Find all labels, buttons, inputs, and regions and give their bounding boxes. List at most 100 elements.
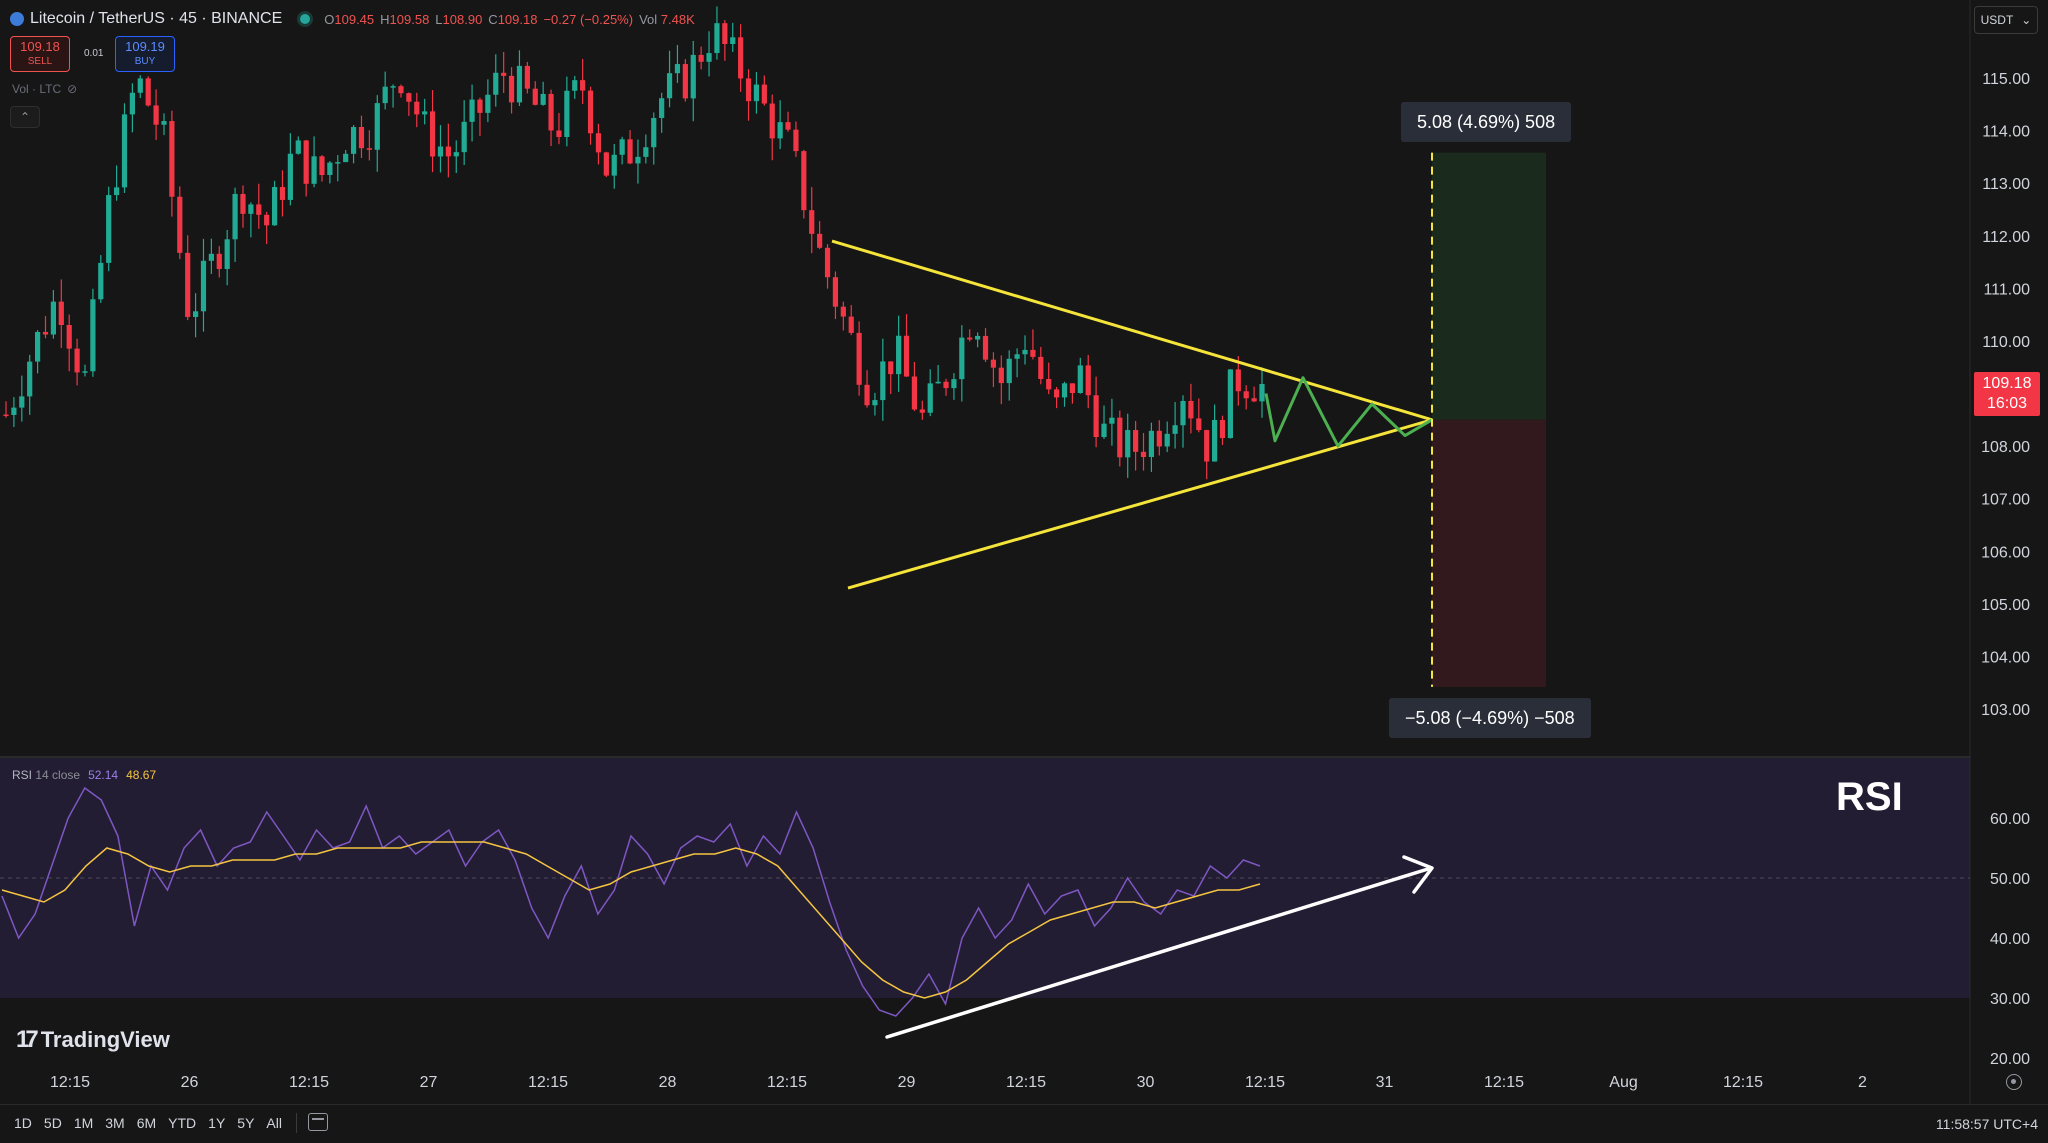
candle-body <box>508 75 515 103</box>
candle-body <box>872 400 878 406</box>
candle-body <box>935 381 941 384</box>
range-6m[interactable]: 6M <box>136 1115 157 1131</box>
candle-body <box>745 78 752 102</box>
candle-body <box>82 371 88 373</box>
price-tick-label: 104.00 <box>1981 649 2030 666</box>
candle-body <box>1109 417 1115 424</box>
candle-body <box>1251 398 1257 402</box>
upper-trendline <box>831 239 1433 422</box>
candle-body <box>161 121 167 125</box>
chart-canvas[interactable]: 115.00 114.00 113.00 112.00 111.00 110.00 108.… <box>0 0 2048 1104</box>
candle-body <box>1117 417 1123 458</box>
toolbar-divider <box>296 1113 297 1133</box>
range-3m[interactable]: 3M <box>105 1115 125 1131</box>
time-tick-label: Aug <box>1609 1074 1637 1091</box>
candle-body <box>824 247 831 278</box>
axis-settings-icon[interactable] <box>2006 1074 2022 1090</box>
clock[interactable]: 11:58:57 UTC+4 <box>1935 1116 2038 1132</box>
candle-body <box>287 153 293 200</box>
goto-date-icon[interactable] <box>308 1113 328 1131</box>
candle-body <box>556 130 562 137</box>
candle-body <box>690 54 696 99</box>
rsi-tick-label: 30.00 <box>1990 991 2030 1008</box>
range-1m[interactable]: 1M <box>73 1115 94 1131</box>
eye-hidden-icon[interactable]: ⊘ <box>67 82 78 96</box>
candle-body <box>753 84 760 102</box>
candle-body <box>129 92 135 115</box>
range-ytd[interactable]: YTD <box>168 1115 197 1131</box>
candle-body <box>343 153 349 163</box>
candle-body <box>817 233 823 248</box>
candle-body <box>643 147 649 157</box>
chevron-down-icon: ⌄ <box>2021 13 2032 27</box>
rsi-params: 14 close <box>35 768 81 782</box>
candle-body <box>1140 451 1147 458</box>
range-1y[interactable]: 1Y <box>208 1115 226 1131</box>
range-1d[interactable]: 1D <box>14 1115 32 1131</box>
candle-body <box>651 117 657 148</box>
close-value: 109.18 <box>497 11 538 27</box>
candle-body <box>1014 354 1020 359</box>
sell-label: SELL <box>27 56 53 67</box>
time-tick-label: 27 <box>420 1074 438 1091</box>
tradingview-logo[interactable]: 17 TradingView <box>16 1026 170 1054</box>
candle-body <box>1054 389 1060 398</box>
candle-body <box>153 105 159 125</box>
candle-body <box>429 111 436 157</box>
range-5y[interactable]: 5Y <box>237 1115 255 1131</box>
time-tick-label: 28 <box>659 1074 677 1091</box>
chart-header: Litecoin / TetherUS · 45 · BINANCE O109.… <box>10 8 695 30</box>
candle-body <box>896 335 902 375</box>
candle-body <box>927 383 933 413</box>
candle-body <box>919 409 925 413</box>
candle-body <box>801 151 807 211</box>
open-value: 109.45 <box>334 11 375 27</box>
candle-body <box>832 277 839 307</box>
candle-body <box>1180 400 1186 426</box>
candle-body <box>1085 365 1091 396</box>
candle-body <box>445 146 451 157</box>
rsi-tick-label: 60.00 <box>1990 811 2030 828</box>
candle-body <box>366 148 372 150</box>
price-tick-label: 108.00 <box>1981 439 2030 456</box>
candle-body <box>793 129 799 152</box>
currency-selector[interactable]: USDT ⌄ <box>1974 6 2038 34</box>
candle-body <box>1101 423 1107 438</box>
rsi-tick-label: 40.00 <box>1990 931 2030 948</box>
price-tick-label: 106.00 <box>1981 544 2030 561</box>
range-selector: 1D 5D 1M 3M 6M YTD 1Y 5Y All <box>14 1115 282 1131</box>
candle-body <box>216 253 222 269</box>
rsi-legend[interactable]: RSI 14 close 52.14 48.67 <box>12 768 156 782</box>
candle-body <box>200 260 207 312</box>
open-label: O <box>324 11 335 27</box>
price-tick-label: 103.00 <box>1981 702 2030 719</box>
candle-body <box>888 361 894 375</box>
sell-button[interactable]: 109.18 SELL <box>10 36 70 72</box>
rsi-name: RSI <box>12 768 33 782</box>
candle-body <box>169 121 175 197</box>
candle-body <box>1125 430 1131 458</box>
time-tick-label: 26 <box>181 1074 199 1091</box>
candle-body <box>390 86 396 88</box>
range-all[interactable]: All <box>266 1115 282 1131</box>
price-tick-label: 113.00 <box>1982 176 2030 193</box>
volume-indicator-label[interactable]: Vol · LTC ⊘ <box>12 82 77 96</box>
buy-button[interactable]: 109.19 BUY <box>115 36 175 72</box>
tradingview-mark-icon: 17 <box>16 1026 39 1053</box>
candle-body <box>1172 425 1178 434</box>
candle-body <box>982 335 989 360</box>
candle-body <box>1006 358 1012 384</box>
candle-body <box>335 162 341 164</box>
collapse-legend-button[interactable]: ⌃ <box>10 106 40 128</box>
candle-body <box>714 23 720 54</box>
candle-body <box>540 93 546 105</box>
chevron-up-icon: ⌃ <box>19 110 31 124</box>
symbol-title[interactable]: Litecoin / TetherUS · 45 · BINANCE <box>30 10 283 27</box>
range-5d[interactable]: 5D <box>43 1115 62 1131</box>
candle-body <box>27 361 33 397</box>
candle-body <box>453 152 459 157</box>
lower-trendline <box>847 418 1433 590</box>
candle-body <box>374 103 380 150</box>
candle-body <box>106 195 112 263</box>
volume-label: Vol <box>639 11 658 27</box>
